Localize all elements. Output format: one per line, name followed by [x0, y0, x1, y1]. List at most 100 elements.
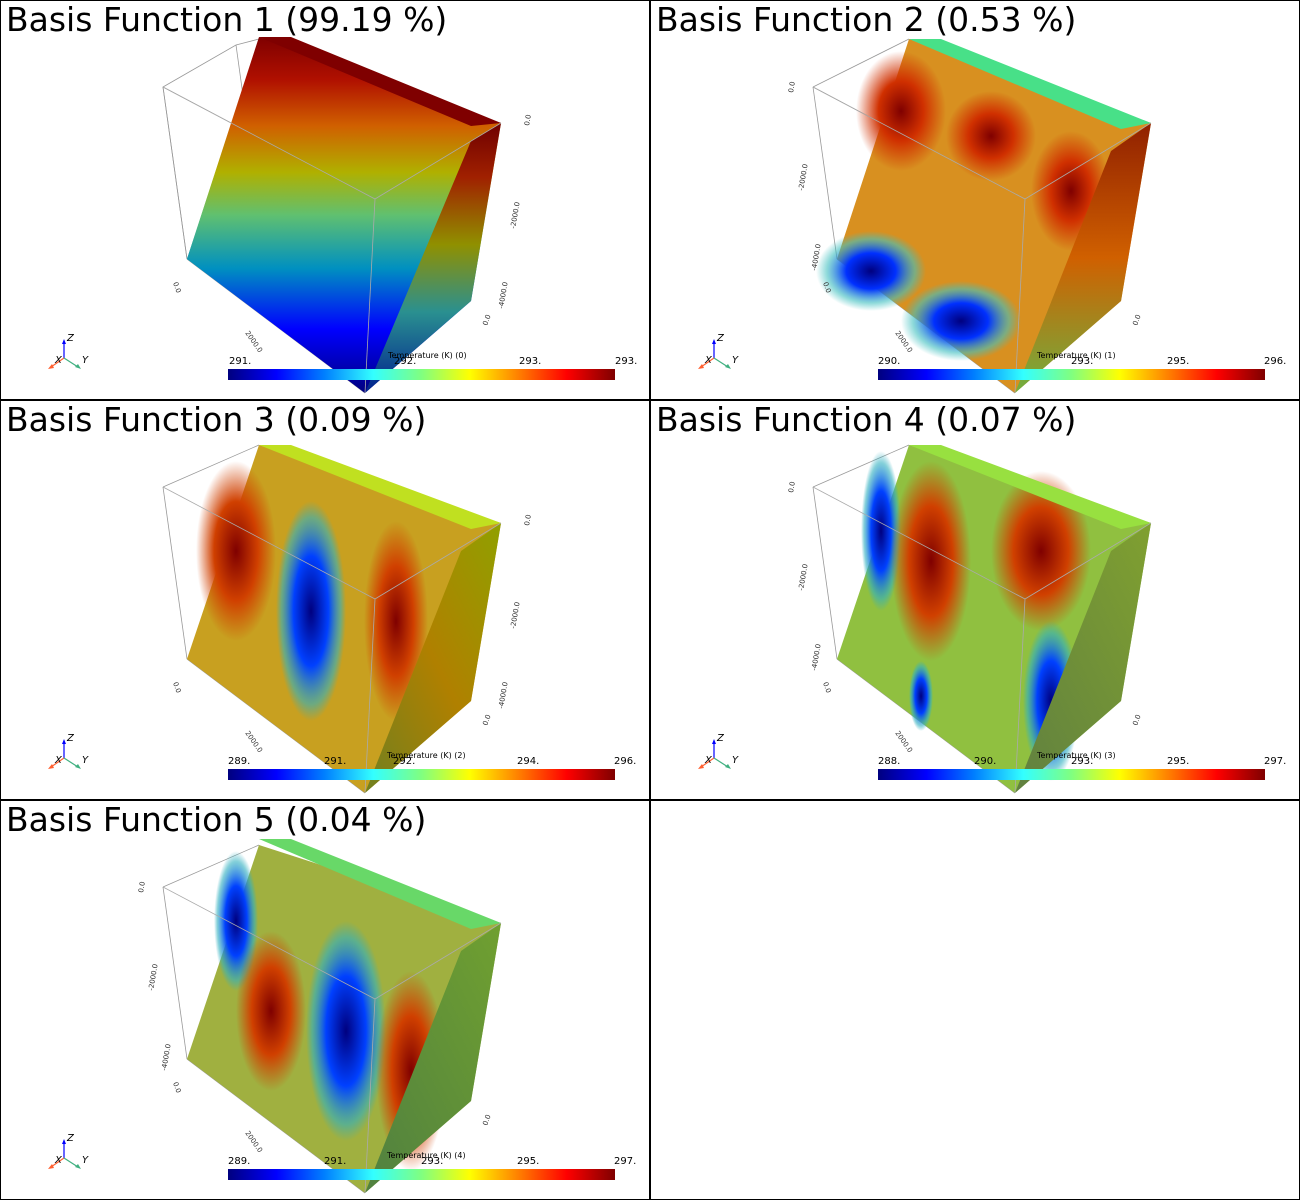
panel-title: Basis Function 5 (0.04 %)	[6, 800, 427, 839]
colorbar-tick: 291.	[229, 356, 252, 367]
axis-label-x0: 0.0	[821, 281, 832, 294]
triad-z-label: Z	[716, 333, 725, 344]
colorbar-tick: 293.	[615, 356, 638, 367]
axis-label-z-top: 0.0	[787, 81, 797, 93]
triad-x-label: X	[704, 355, 713, 366]
cold-region	[861, 451, 901, 611]
colorbar-tick: 296.	[1264, 356, 1287, 367]
axis-label-z-bot: -4000.0	[810, 643, 823, 671]
orientation-triad: Z X Y	[48, 333, 89, 369]
colorbar-tick: 297.	[614, 1156, 637, 1167]
panel-title: Basis Function 2 (0.53 %)	[656, 0, 1077, 39]
panel-title: Basis Function 1 (99.19 %)	[6, 0, 448, 39]
axis-label-x0: 0.0	[171, 281, 182, 294]
colorbar-4	[878, 769, 1265, 780]
orientation-triad: Z X Y	[48, 733, 89, 769]
render-view-4[interactable]: 0.0 -2000.0 -4000.0 0.0 2000.0 0.0 Z X Y	[651, 401, 1300, 800]
axis-label-x1: 2000.0	[893, 730, 914, 755]
colorbar-tick: 293.	[421, 1156, 444, 1167]
side-face	[365, 923, 501, 1193]
colorbar-tick: 293.	[519, 356, 542, 367]
render-view-5[interactable]: 0.0 -2000.0 -4000.0 0.0 2000.0 0.0 Z X Y	[1, 801, 650, 1200]
triad-y-label: Y	[732, 355, 739, 366]
colorbar-tick: 295.	[1167, 756, 1190, 767]
panel-title: Basis Function 3 (0.09 %)	[6, 400, 427, 439]
colorbar-tick: 296.	[614, 756, 637, 767]
axis-label-y0: 0.0	[1131, 713, 1142, 726]
top-face	[909, 445, 1151, 529]
axis-label-z-mid: -2000.0	[797, 563, 810, 591]
colorbar-tick: 288.	[878, 756, 901, 767]
colorbar-tick: 291.	[324, 1156, 347, 1167]
triad-y-label: Y	[732, 755, 739, 766]
cold-region	[276, 501, 346, 721]
colorbar-tick: 289.	[228, 1156, 251, 1167]
axis-label-z-mid: -2000.0	[147, 963, 160, 991]
triad-z-label: Z	[66, 1133, 75, 1144]
axis-label-z-bot: -4000.0	[497, 281, 510, 309]
triad-y-label: Y	[82, 355, 89, 366]
axis-label-x1: 2000.0	[243, 730, 264, 755]
colorbar-1	[228, 369, 615, 380]
panel-title: Basis Function 4 (0.07 %)	[656, 400, 1077, 439]
bounding-box-front	[162, 886, 502, 1194]
top-face	[259, 37, 501, 126]
hot-region	[196, 461, 276, 641]
hot-region	[236, 931, 306, 1091]
hot-region	[856, 51, 946, 171]
axis-label-x1: 2000.0	[243, 1130, 264, 1155]
colorbar-2	[878, 369, 1265, 380]
axis-label-z-mid: -2000.0	[797, 163, 810, 191]
basis-function-panel-2[interactable]: 0.0 -2000.0 -4000.0 0.0 2000.0 0.0 Z X Y…	[650, 0, 1300, 400]
triad-z-label: Z	[716, 733, 725, 744]
render-view-3[interactable]: 0.0 -2000.0 -4000.0 0.0 2000.0 0.0 Z X Y	[1, 401, 650, 800]
axis-label-z-top: 0.0	[523, 114, 533, 126]
axis-label-y0: 0.0	[481, 313, 492, 326]
side-face	[365, 123, 501, 393]
triad-x-label: X	[704, 755, 713, 766]
triad-x-label: X	[54, 755, 63, 766]
colorbar-tick: 291.	[324, 756, 347, 767]
axis-label-y0: 0.0	[1131, 313, 1142, 326]
orientation-triad: Z X Y	[48, 1133, 89, 1169]
axis-label-z-top: 0.0	[787, 481, 797, 493]
colorbar-5	[228, 1169, 615, 1180]
colorbar-tick: 293.	[1071, 756, 1094, 767]
axis-label-z-bot: -4000.0	[497, 681, 510, 709]
basis-function-panel-1[interactable]: 0.0 -2000.0 -4000.0 0.0 2000.0 0.0 Z X Y…	[0, 0, 650, 400]
cold-region	[306, 921, 386, 1141]
colorbar-title: Temperature (K) (0)	[388, 351, 467, 360]
top-face	[259, 839, 501, 929]
colorbar-tick: 289.	[228, 756, 251, 767]
basis-function-panel-3[interactable]: 0.0 -2000.0 -4000.0 0.0 2000.0 0.0 Z X Y…	[0, 400, 650, 800]
basis-function-panel-4[interactable]: 0.0 -2000.0 -4000.0 0.0 2000.0 0.0 Z X Y…	[650, 400, 1300, 800]
render-view-2[interactable]: 0.0 -2000.0 -4000.0 0.0 2000.0 0.0 Z X Y	[651, 1, 1300, 400]
hot-region	[364, 521, 428, 721]
triad-x-label: X	[54, 1155, 63, 1166]
hot-region	[991, 471, 1091, 631]
colorbar-title: Temperature (K) (1)	[1037, 351, 1116, 360]
axis-label-y0: 0.0	[481, 1113, 492, 1126]
top-face	[909, 39, 1151, 129]
orientation-triad: Z X Y	[698, 333, 739, 369]
orientation-triad: Z X Y	[698, 733, 739, 769]
triad-z-label: Z	[66, 333, 75, 344]
side-face	[1015, 523, 1151, 793]
bounding-box-front	[812, 486, 1152, 794]
colorbar-tick: 290.	[974, 756, 997, 767]
axis-label-z-bot: -4000.0	[160, 1043, 173, 1071]
colorbar-tick: 297.	[1264, 756, 1287, 767]
basis-function-panel-5[interactable]: 0.0 -2000.0 -4000.0 0.0 2000.0 0.0 Z X Y…	[0, 800, 650, 1200]
hot-region	[946, 91, 1036, 181]
colorbar-title: Temperature (K) (2)	[387, 751, 466, 760]
bounding-box-front	[162, 486, 502, 794]
colorbar-tick: 295.	[1167, 356, 1190, 367]
cold-region	[909, 661, 933, 731]
bounding-box-front	[812, 86, 1152, 394]
colorbar-title: Temperature (K) (3)	[1037, 751, 1116, 760]
axis-label-z-mid: -2000.0	[509, 601, 522, 629]
colorbar-tick: 295.	[517, 1156, 540, 1167]
hot-region	[891, 461, 971, 661]
render-view-1[interactable]: 0.0 -2000.0 -4000.0 0.0 2000.0 0.0 Z X Y	[1, 1, 650, 400]
axis-label-x0: 0.0	[171, 681, 182, 694]
